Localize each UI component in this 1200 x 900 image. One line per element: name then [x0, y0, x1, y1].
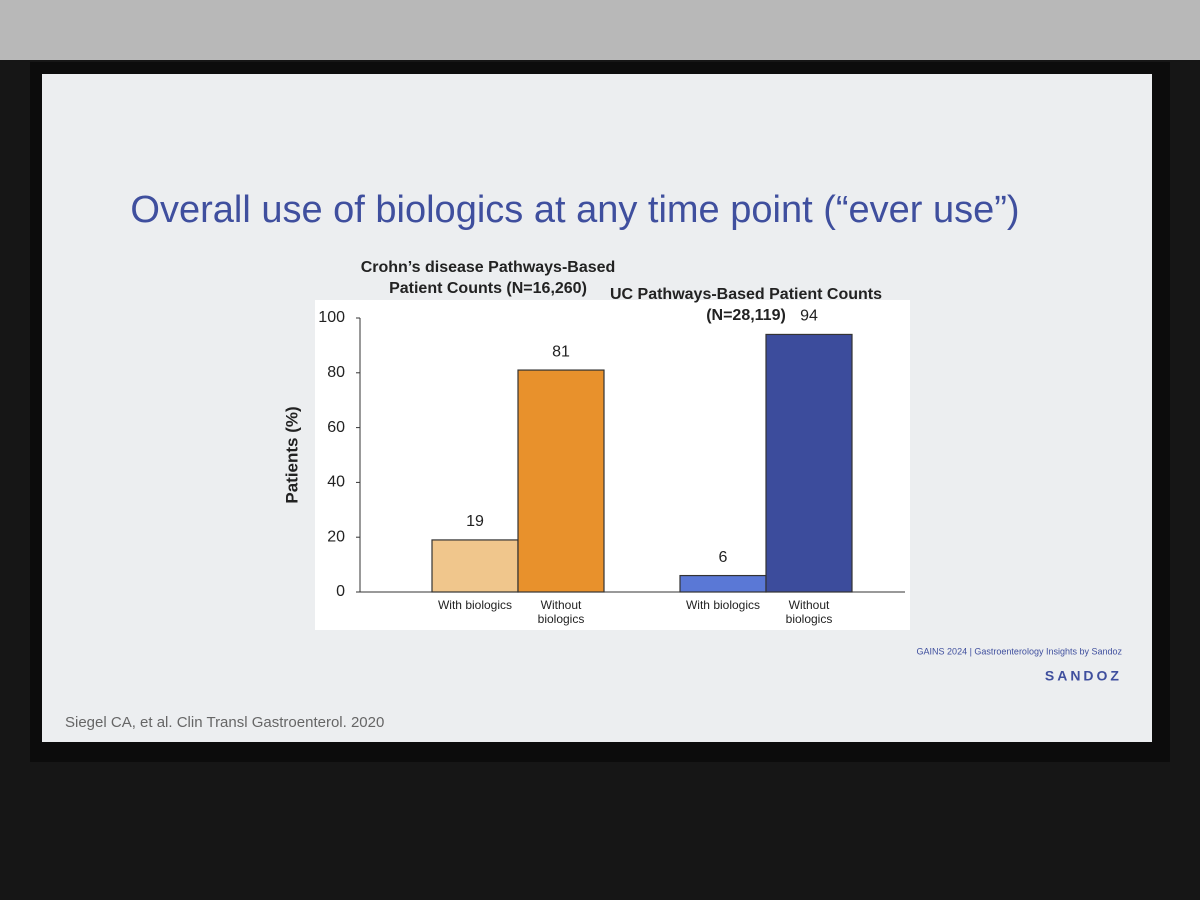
footer: GAINS 2024 | Gastroenterology Insights b… — [917, 646, 1123, 656]
value-label: 19 — [466, 513, 484, 530]
y-axis-label: Patients (%) — [282, 406, 301, 503]
x-tick-label: Without biologics — [785, 598, 833, 627]
y-tick-label: 100 — [318, 309, 345, 326]
slide-title: Overall use of biologics at any time poi… — [130, 189, 1019, 231]
ceiling — [0, 0, 1200, 60]
y-tick-label: 40 — [327, 474, 345, 491]
bar — [679, 574, 767, 593]
logo: SANDOZ — [1045, 668, 1122, 684]
value-label: 6 — [719, 549, 728, 566]
value-label: 81 — [552, 343, 570, 360]
bar — [431, 539, 519, 593]
x-tick-label: With biologics — [437, 598, 513, 612]
group-title: UC Pathways-Based Patient Counts (N=28,1… — [609, 286, 883, 324]
y-tick-label: 0 — [336, 583, 345, 600]
group-title: Crohn’s disease Pathways-Based Patient C… — [360, 259, 616, 297]
x-tick-label: Without biologics — [537, 598, 585, 627]
y-tick-label: 80 — [327, 364, 345, 381]
bar — [517, 369, 605, 593]
citation: Siegel CA, et al. Clin Transl Gastroente… — [65, 714, 384, 731]
bar — [765, 333, 853, 593]
y-tick-label: 20 — [327, 528, 345, 545]
value-label: 94 — [800, 308, 818, 325]
x-tick-label: With biologics — [685, 598, 761, 612]
y-tick-label: 60 — [327, 419, 345, 436]
